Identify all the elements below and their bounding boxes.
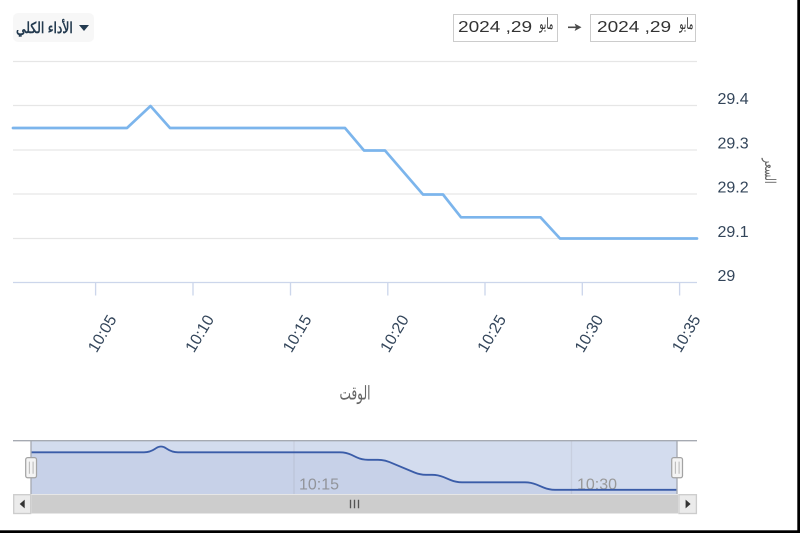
svg-text:الوقت: الوقت <box>340 384 371 405</box>
svg-text:29: 29 <box>718 268 736 285</box>
svg-text:29.3: 29.3 <box>718 135 749 152</box>
svg-text:29.1: 29.1 <box>718 224 749 241</box>
svg-text:29.4: 29.4 <box>718 91 749 108</box>
svg-text:السعر: السعر <box>761 158 778 184</box>
svg-text:10:15: 10:15 <box>299 477 339 494</box>
svg-text:29.2: 29.2 <box>718 179 749 196</box>
